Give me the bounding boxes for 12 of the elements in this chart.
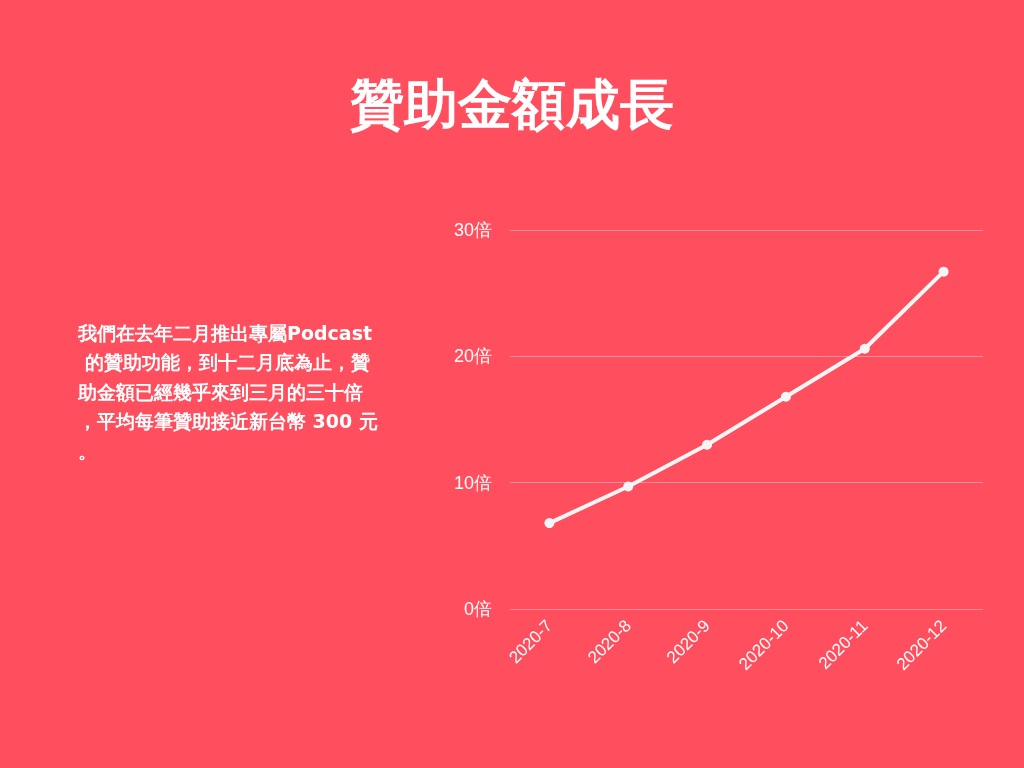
text: 我們在去年二月推出專屬Podcast 的贊助功能，到十二月底為止，贊助金額已經幾乎來到三月的三十倍，平均每筆贊助接近新台幣 300 元。 — [77, 321, 378, 462]
y-tick-label: 10倍 — [453, 472, 492, 493]
y-tick-label: 30倍 — [453, 220, 492, 240]
point — [859, 343, 870, 354]
y-tick-label: 0倍 — [463, 599, 492, 619]
point — [938, 266, 949, 277]
point — [780, 391, 791, 402]
point — [623, 481, 634, 492]
point — [544, 518, 555, 529]
chart-title: 贊助金額成長 — [349, 72, 674, 136]
point — [702, 439, 713, 450]
y-tick-label: 20倍 — [453, 346, 492, 367]
